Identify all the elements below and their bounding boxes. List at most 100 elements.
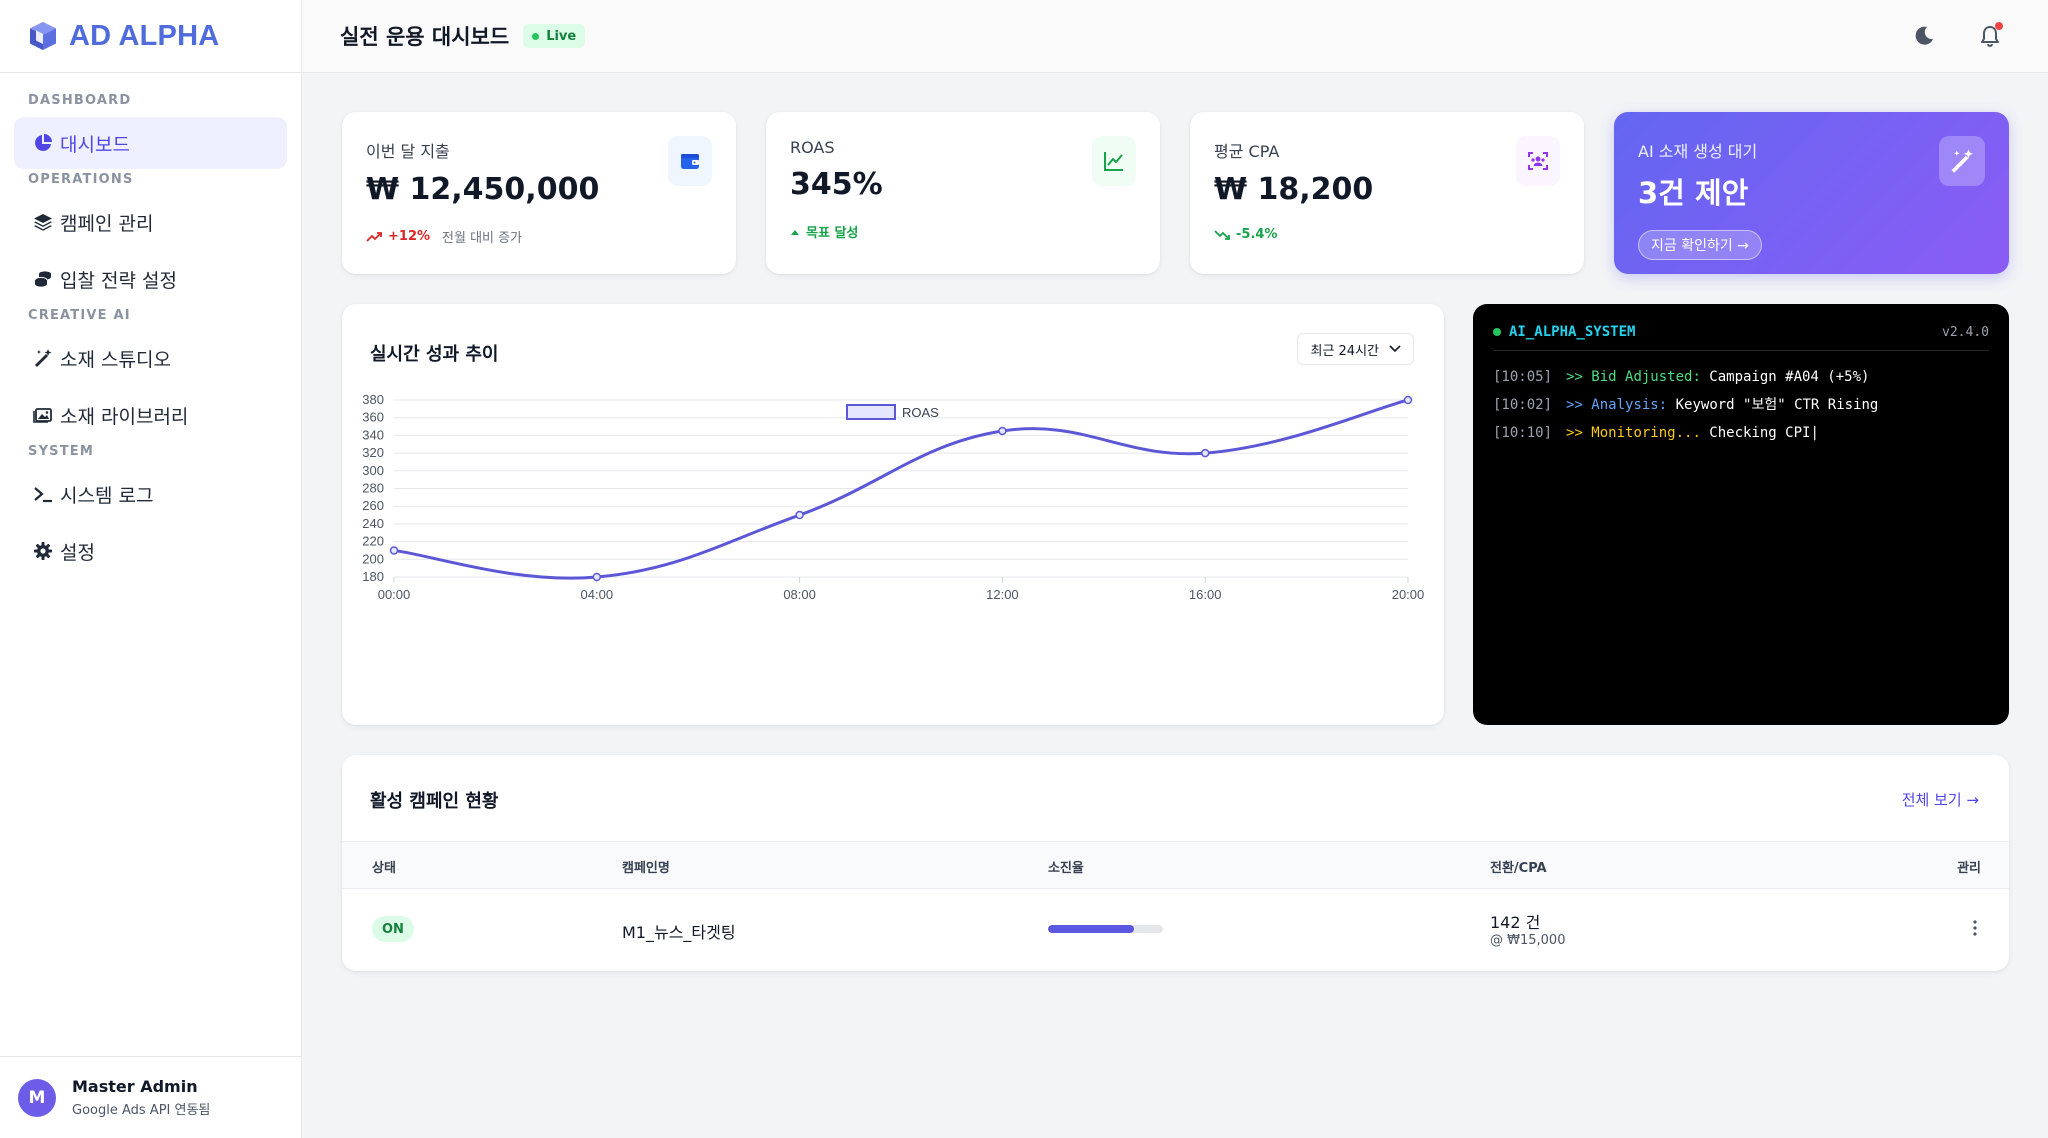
pie-chart-icon	[32, 132, 54, 154]
sidebar-item-creative-library[interactable]: 소재 라이브러리	[14, 389, 287, 441]
log-tag: >> Analysis:	[1566, 397, 1668, 413]
y-tick-label: 360	[362, 410, 384, 425]
stat-label: 평균 CPA	[1214, 142, 1280, 161]
sidebar-item-bid-strategy[interactable]: 입찰 전략 설정	[14, 253, 287, 305]
column-header-name[interactable]: 캠페인명	[622, 861, 670, 876]
brand[interactable]: AD ALPHA	[0, 0, 301, 73]
y-tick-label: 380	[362, 392, 384, 407]
log-text: Checking CPI|	[1700, 425, 1819, 441]
gear-icon	[32, 540, 54, 562]
ai-card-value: 3건 제안	[1638, 176, 1749, 210]
conversions-count: 142 건	[1490, 913, 1541, 932]
spend-progress-bar	[1048, 925, 1163, 933]
y-tick-label: 240	[362, 516, 384, 531]
stat-card-cpa: 평균 CPA ₩ 18,200 -5.4%	[1190, 112, 1584, 274]
trend-down-icon	[1214, 229, 1230, 240]
notifications-button[interactable]	[1972, 18, 2008, 54]
campaign-name[interactable]: M1_뉴스_타겟팅	[622, 923, 736, 942]
user-name: Master Admin	[72, 1077, 198, 1096]
system-log-terminal: AI_ALPHA_SYSTEM v2.4.0 [10:05] >> Bid Adj…	[1473, 304, 2009, 725]
stat-label: ROAS	[790, 138, 835, 157]
column-header-conversions[interactable]: 전환/CPA	[1490, 861, 1547, 876]
stat-icon-box	[668, 136, 712, 186]
stat-icon-box	[1092, 136, 1136, 186]
y-tick-label: 340	[362, 427, 384, 442]
caret-up-icon	[791, 229, 799, 235]
stat-label: 이번 달 지출	[366, 142, 450, 161]
column-header-spend[interactable]: 소진율	[1048, 861, 1084, 876]
stat-value: ₩ 12,450,000	[366, 172, 600, 207]
ai-suggestion-card: AI 소재 생성 대기 3건 제안 지금 확인하기 →	[1614, 112, 2009, 274]
data-point	[998, 426, 1007, 436]
status-badge[interactable]: ON	[372, 916, 414, 942]
y-tick-label: 260	[362, 498, 384, 513]
terminal-version: v2.4.0	[1942, 324, 1989, 340]
y-tick-label: 320	[362, 445, 384, 460]
ai-card-label: AI 소재 생성 대기	[1638, 142, 1758, 161]
y-tick-label: 300	[362, 463, 384, 478]
log-time: [10:02]	[1493, 397, 1553, 413]
table-row[interactable]: ON M1_뉴스_타겟팅 142 건 @ ₩15,000	[342, 889, 2009, 971]
log-tag: >> Monitoring...	[1566, 425, 1701, 441]
stat-value: ₩ 18,200	[1214, 172, 1374, 207]
performance-chart-card: 실시간 성과 추이 최근 24시간 180 200 220 240 260 280 300 3…	[342, 304, 1444, 725]
stat-icon-box	[1516, 136, 1560, 186]
moon-icon	[1915, 26, 1933, 45]
sidebar-item-label: 소재 스튜디오	[60, 348, 171, 371]
x-tick-label: 12:00	[986, 587, 1019, 602]
y-tick-label: 200	[362, 551, 384, 566]
sidebar-item-campaigns[interactable]: 캠페인 관리	[14, 196, 287, 248]
magic-wand-icon	[32, 347, 54, 369]
terminal-title: AI_ALPHA_SYSTEM	[1493, 324, 1635, 340]
log-time: [10:10]	[1493, 425, 1553, 441]
time-range-select[interactable]: 최근 24시간	[1297, 333, 1414, 365]
x-tick-label: 08:00	[783, 587, 816, 602]
sidebar: AD ALPHA DASHBOARD 대시보드 OPERATIONS 캠페인 관…	[0, 0, 302, 1138]
x-tick-label: 20:00	[1392, 587, 1425, 602]
time-range-value: 최근 24시간	[1310, 343, 1379, 359]
check-now-button[interactable]: 지금 확인하기 →	[1638, 230, 1762, 260]
user-status: Google Ads API 연동됨	[72, 1103, 211, 1118]
log-line: [10:10] >> Monitoring... Checking CPI|	[1493, 419, 1989, 447]
sidebar-item-dashboard[interactable]: 대시보드	[14, 117, 287, 169]
data-point	[1200, 448, 1210, 458]
y-tick-label: 220	[362, 534, 384, 549]
dark-mode-toggle[interactable]	[1906, 18, 1942, 54]
y-tick-label: 280	[362, 481, 384, 496]
nav-section-operations: OPERATIONS	[28, 172, 134, 187]
top-header: 실전 운용 대시보드 Live	[302, 0, 2048, 73]
row-menu-button[interactable]	[1965, 913, 1985, 943]
sidebar-item-creative-studio[interactable]: 소재 스튜디오	[14, 332, 287, 384]
users-scan-icon	[1528, 152, 1548, 170]
trend-chart-icon	[1104, 152, 1123, 171]
view-all-link[interactable]: 전체 보기 →	[1901, 791, 1979, 809]
trend-up-icon	[366, 231, 382, 242]
chevron-down-icon	[1389, 345, 1401, 353]
column-header-status[interactable]: 상태	[372, 861, 396, 876]
sidebar-item-label: 시스템 로그	[60, 484, 154, 507]
layers-icon	[32, 211, 54, 233]
cpa-value: @ ₩15,000	[1490, 933, 1566, 948]
images-icon	[32, 404, 54, 426]
page-title: 실전 운용 대시보드	[340, 25, 510, 49]
nav-section-creative-ai: CREATIVE AI	[28, 308, 131, 323]
log-line: [10:05] >> Bid Adjusted: Campaign #A04 (+…	[1493, 363, 1989, 391]
nav-section-system: SYSTEM	[28, 444, 95, 459]
terminal-title-text: AI_ALPHA_SYSTEM	[1509, 324, 1636, 340]
column-header-manage: 관리	[1957, 861, 1981, 876]
log-line: [10:02] >> Analysis: Keyword "보험" CTR Ris…	[1493, 391, 1989, 419]
user-profile[interactable]: M Master Admin Google Ads API 연동됨	[0, 1056, 301, 1138]
table-title: 활성 캠페인 현황	[370, 791, 499, 812]
status-badge-label: Live	[546, 28, 577, 44]
series-line-roas	[393, 398, 1409, 580]
coins-icon	[32, 268, 54, 290]
cube-icon	[30, 22, 56, 50]
stat-value: 345%	[790, 167, 883, 202]
sidebar-item-settings[interactable]: 설정	[14, 525, 287, 577]
bell-icon	[1981, 26, 1999, 47]
sidebar-item-system-log[interactable]: 시스템 로그	[14, 468, 287, 520]
spend-progress-fill	[1048, 925, 1135, 933]
data-point	[389, 546, 399, 555]
data-point	[592, 572, 602, 582]
log-tag: >> Bid Adjusted:	[1566, 369, 1701, 385]
